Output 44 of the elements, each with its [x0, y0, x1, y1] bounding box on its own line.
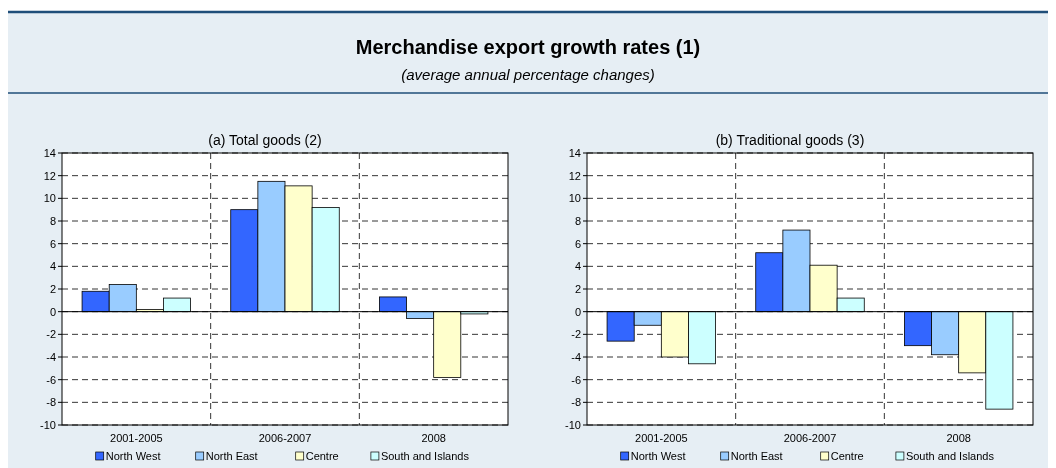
text: (average annual percentage changes) [401, 66, 655, 83]
y-tick-label: 0 [574, 305, 581, 318]
y-tick-label: 8 [49, 214, 56, 227]
y-tick-label: 14 [568, 146, 581, 159]
y-tick-label: 12 [568, 169, 581, 182]
y-tick-label: 2 [574, 282, 581, 295]
x-tick-label: 2008 [421, 432, 446, 444]
chart-title: (a) Total goods (2) [208, 132, 322, 148]
y-tick-label: 0 [49, 305, 56, 318]
legend-label: South and Islands [905, 450, 995, 462]
x-tick-label: 2008 [946, 432, 971, 444]
y-tick-label: -8 [46, 396, 56, 409]
y-tick-label: -6 [571, 373, 581, 386]
y-tick-label: -4 [571, 350, 581, 363]
legend-label: North West [105, 450, 161, 462]
chart-title: (b) Traditional goods (3) [715, 132, 865, 148]
y-tick-label: 6 [49, 237, 56, 250]
y-tick-label: 6 [574, 237, 581, 250]
y-tick-label: -10 [565, 418, 581, 431]
y-tick-label: -2 [46, 328, 56, 341]
y-tick-label: 2 [49, 282, 56, 295]
y-tick-label: 10 [568, 192, 581, 205]
y-tick-label: 14 [43, 146, 56, 159]
y-tick-label: 4 [49, 260, 56, 273]
legend-label: North West [630, 450, 686, 462]
y-tick-label: -10 [40, 418, 56, 431]
x-tick-label: 2001-2005 [635, 432, 688, 444]
x-tick-label: 2006-2007 [258, 432, 312, 444]
y-tick-label: -4 [46, 350, 56, 363]
legend-label: Centre [305, 450, 339, 462]
y-tick-label: -2 [571, 328, 581, 341]
y-tick-label: 4 [574, 260, 581, 273]
y-tick-label: 12 [43, 169, 56, 182]
y-tick-label: 10 [43, 192, 56, 205]
legend-label: North East [205, 450, 258, 462]
x-tick-label: 2006-2007 [783, 432, 837, 444]
legend-label: South and Islands [380, 450, 470, 462]
legend-label: North East [730, 450, 783, 462]
legend-label: Centre [830, 450, 864, 462]
x-tick-label: 2001-2005 [110, 432, 163, 444]
text: Merchandise export growth rates (1) [355, 36, 701, 58]
y-tick-label: 8 [574, 214, 581, 227]
y-tick-label: -6 [46, 373, 56, 386]
y-tick-label: -8 [571, 396, 581, 409]
